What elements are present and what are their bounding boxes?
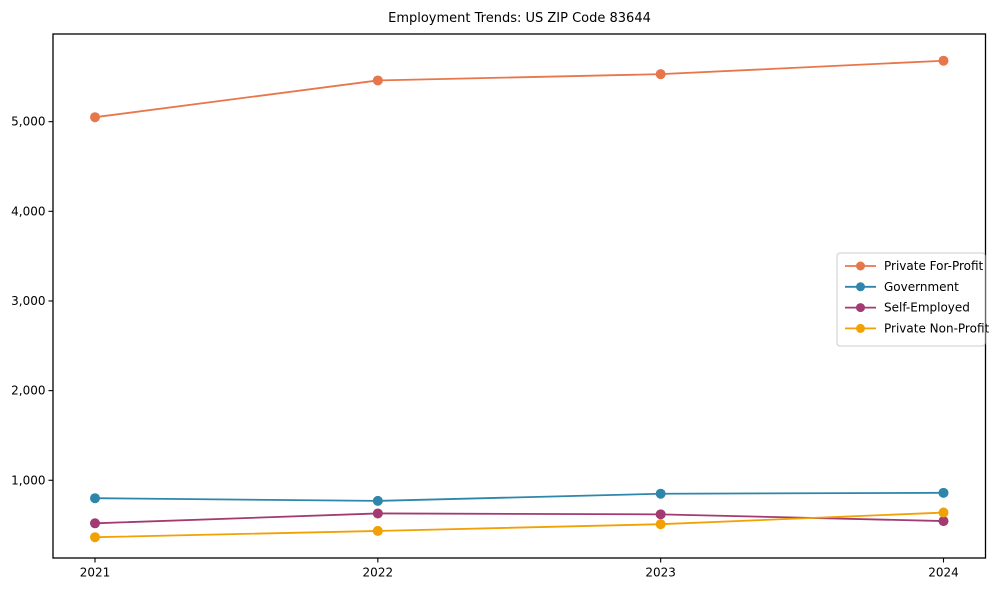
data-point-marker xyxy=(372,75,383,86)
data-point-marker xyxy=(655,519,666,530)
data-point-marker xyxy=(372,508,383,519)
x-tick-label: 2024 xyxy=(928,566,959,580)
legend-label: Private Non-Profit xyxy=(884,321,990,335)
x-tick-label: 2021 xyxy=(80,566,111,580)
data-point-marker xyxy=(372,525,383,536)
data-point-marker xyxy=(938,516,949,527)
data-point-marker xyxy=(90,532,100,543)
legend-marker xyxy=(856,323,865,333)
legend-marker xyxy=(856,261,865,271)
legend-label: Self-Employed xyxy=(884,301,970,315)
data-point-marker xyxy=(655,69,666,80)
x-tick-label: 2022 xyxy=(363,566,394,580)
data-point-marker xyxy=(372,495,383,506)
data-point-marker xyxy=(90,112,100,123)
y-tick-label: 3,000 xyxy=(11,294,45,308)
legend-marker xyxy=(856,282,865,292)
legend-label: Government xyxy=(884,280,959,294)
chart-title: Employment Trends: US ZIP Code 83644 xyxy=(388,11,651,26)
series-line-government xyxy=(94,491,944,502)
y-tick-label: 2,000 xyxy=(11,384,45,398)
data-point-marker xyxy=(938,487,949,498)
series-line-private-non-profit xyxy=(94,511,944,539)
y-tick-label: 5,000 xyxy=(11,115,45,129)
legend-box xyxy=(836,252,986,347)
data-point-marker xyxy=(90,493,100,504)
data-point-marker xyxy=(655,488,666,499)
data-point-marker xyxy=(90,518,100,529)
series-line-private-for-profit xyxy=(94,59,944,119)
x-tick-label: 2023 xyxy=(645,566,676,580)
data-point-marker xyxy=(655,509,666,520)
legend-label: Private For-Profit xyxy=(884,259,984,273)
y-tick-label: 4,000 xyxy=(11,204,45,218)
y-tick-label: 1,000 xyxy=(11,473,45,487)
legend-marker xyxy=(856,303,865,313)
data-point-marker xyxy=(938,55,949,66)
data-point-marker xyxy=(938,507,949,518)
